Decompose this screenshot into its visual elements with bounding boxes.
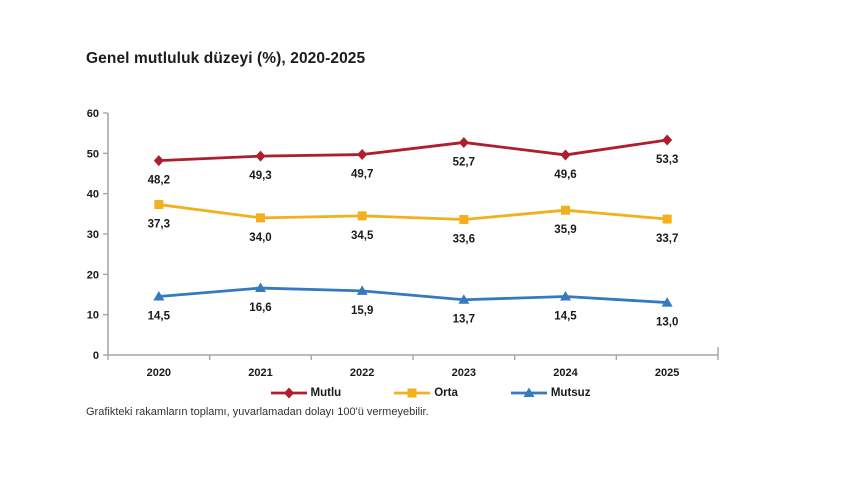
- data-point-marker: [256, 213, 265, 223]
- y-tick-label: 20: [87, 269, 99, 281]
- x-tick-label: 2023: [452, 367, 476, 379]
- legend-marker-icon: [510, 387, 547, 397]
- x-tick-label: 2020: [147, 367, 171, 379]
- data-point-marker: [407, 388, 417, 398]
- data-point-marker: [662, 214, 672, 224]
- data-point-marker: [560, 291, 571, 301]
- legend-item-mutlu: Mutlu: [270, 386, 342, 400]
- data-point-label: 37,3: [148, 219, 170, 231]
- data-point-marker: [357, 149, 368, 161]
- y-tick-label: 50: [87, 148, 99, 160]
- data-point-marker: [153, 155, 164, 167]
- y-tick-label: 30: [87, 229, 99, 241]
- chart-legend: Mutlu Orta Mutsuz: [0, 386, 860, 400]
- x-tick-label: 2025: [655, 367, 679, 379]
- legend-label: Mutsuz: [550, 387, 591, 399]
- data-point-marker: [255, 282, 266, 293]
- data-point-marker: [356, 285, 368, 295]
- legend-item-mutsuz: Mutsuz: [510, 386, 591, 400]
- data-point-marker: [458, 136, 469, 148]
- data-point-label: 16,6: [249, 302, 271, 314]
- y-tick-label: 10: [87, 310, 99, 322]
- y-tick-label: 60: [87, 108, 99, 120]
- data-point-label: 35,9: [554, 224, 576, 236]
- data-point-marker: [357, 211, 367, 221]
- legend-marker-icon: [270, 387, 307, 399]
- data-point-marker: [153, 291, 165, 301]
- series-line: [158, 286, 668, 304]
- data-point-label: 34,5: [351, 230, 374, 242]
- data-point-marker: [154, 200, 164, 210]
- data-point-label: 53,3: [656, 154, 678, 166]
- chart-title: Genel mutluluk düzeyi (%), 2020-2025: [86, 50, 366, 67]
- y-tick-label: 40: [87, 189, 99, 201]
- legend-label: Orta: [434, 387, 458, 399]
- data-point-label: 49,7: [351, 169, 373, 181]
- data-point-label: 13,7: [453, 314, 475, 326]
- chart-footnote: Grafikteki rakamların toplamı, yuvarlama…: [86, 406, 429, 418]
- data-point-marker: [523, 387, 535, 397]
- data-point-label: 13,0: [656, 317, 678, 329]
- data-point-marker: [459, 214, 469, 224]
- data-point-label: 14,5: [148, 311, 171, 323]
- x-tick-label: 2022: [350, 367, 374, 379]
- data-point-marker: [661, 297, 673, 307]
- data-point-marker: [560, 149, 571, 161]
- legend-label: Mutlu: [310, 387, 342, 399]
- data-point-marker: [458, 294, 470, 304]
- series-line: [158, 203, 668, 221]
- x-tick-label: 2021: [248, 367, 272, 379]
- legend-item-orta: Orta: [393, 386, 458, 400]
- y-tick-label: 0: [93, 350, 99, 362]
- series-line: [158, 138, 668, 162]
- series-orta: 37,3 34,0 34,5 33,6 35,9 33,7: [148, 200, 678, 245]
- data-point-label: 49,6: [554, 169, 576, 181]
- series-mutlu: 48,2 49,3 49,7 52,7 49,6 53,3: [148, 134, 678, 187]
- legend-marker-icon: [394, 388, 431, 398]
- data-point-label: 14,5: [554, 311, 577, 323]
- data-point-label: 48,2: [148, 175, 170, 187]
- data-point-label: 33,6: [453, 233, 475, 245]
- data-point-label: 33,7: [656, 233, 678, 245]
- x-tick-label: 2024: [553, 367, 578, 379]
- data-point-marker: [662, 134, 673, 146]
- data-point-label: 52,7: [453, 156, 475, 168]
- data-point-marker: [255, 150, 266, 162]
- series-mutsuz: 14,5 16,6 15,9 13,7 14,5 13,0: [148, 282, 678, 329]
- data-point-label: 49,3: [249, 170, 271, 182]
- data-point-marker: [283, 387, 294, 399]
- data-point-marker: [561, 205, 570, 215]
- data-point-label: 34,0: [249, 232, 271, 244]
- data-point-label: 15,9: [351, 305, 373, 317]
